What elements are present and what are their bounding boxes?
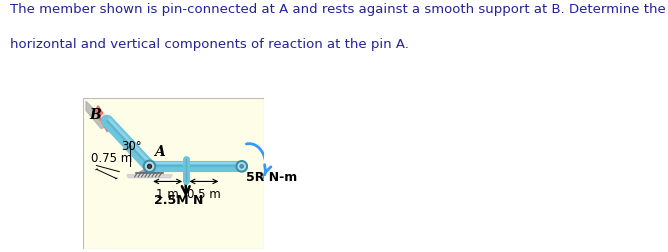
Text: The member shown is pin-connected at A and rests against a smooth support at B. : The member shown is pin-connected at A a… — [10, 3, 666, 16]
Polygon shape — [86, 101, 110, 129]
Circle shape — [144, 161, 155, 172]
Text: 0.5 m: 0.5 m — [187, 188, 221, 201]
Polygon shape — [101, 113, 113, 130]
Circle shape — [236, 161, 247, 172]
Text: 2.5M N: 2.5M N — [154, 194, 203, 207]
Text: B: B — [90, 108, 102, 122]
Polygon shape — [95, 106, 113, 132]
Text: 1 m: 1 m — [156, 188, 179, 201]
Text: 30°: 30° — [121, 140, 142, 153]
Text: horizontal and vertical components of reaction at the pin A.: horizontal and vertical components of re… — [10, 38, 409, 51]
Circle shape — [240, 165, 244, 168]
Polygon shape — [139, 167, 160, 172]
Text: 5R N-m: 5R N-m — [246, 171, 297, 184]
Text: A: A — [154, 145, 165, 159]
Text: 0.75 m: 0.75 m — [91, 152, 132, 165]
Polygon shape — [127, 175, 172, 178]
Circle shape — [148, 164, 152, 168]
